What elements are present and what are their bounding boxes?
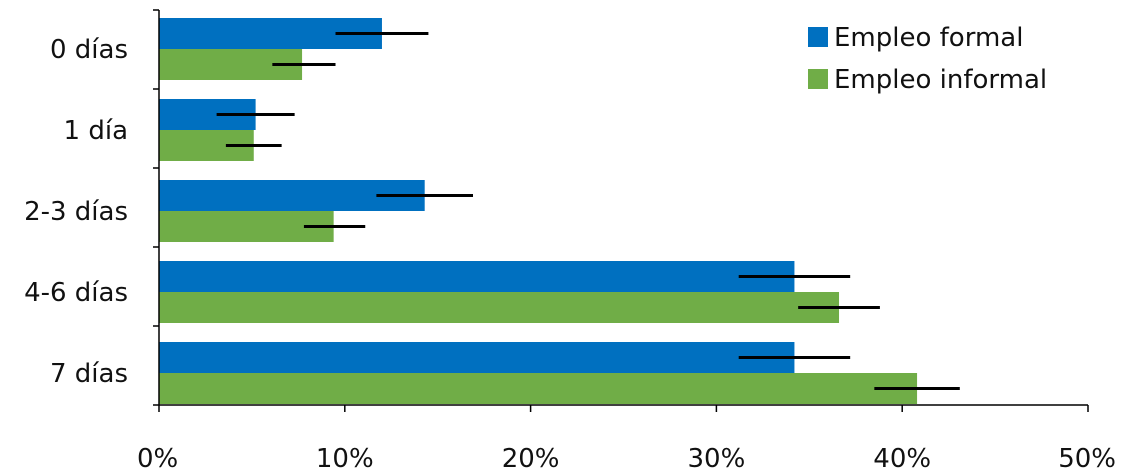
x-tick-label: 10% [316,444,374,472]
category-label: 7 días [50,359,128,389]
error-bars-layer [216,32,960,390]
legend-label-formal: Empleo formal [834,23,1023,53]
legend: Empleo formal Empleo informal [808,23,1047,95]
category-label: 1 día [64,116,128,146]
category-labels-layer: 0 días 1 día 2-3 días 4-6 días 7 días [24,35,128,389]
axes-layer [153,9,1089,412]
bar-informal-4 [159,373,918,404]
bars-layer [159,18,918,404]
legend-swatch-informal [808,69,828,89]
x-tick-label: 50% [1058,444,1116,472]
bar-formal-3 [159,261,795,292]
legend-swatch-formal [808,27,828,47]
x-tick-label: 30% [688,444,746,472]
x-tick-labels-layer: 0% 10% 20% 30% 40% 50% [137,444,1116,472]
legend-label-informal: Empleo informal [834,65,1047,95]
x-tick-label: 20% [502,444,560,472]
category-label: 0 días [50,35,128,65]
bar-formal-4 [159,342,795,373]
category-label: 2-3 días [24,197,128,227]
bar-informal-3 [159,292,840,323]
x-tick-label: 0% [137,444,178,472]
category-label: 4-6 días [24,278,128,308]
x-tick-label: 40% [873,444,931,472]
